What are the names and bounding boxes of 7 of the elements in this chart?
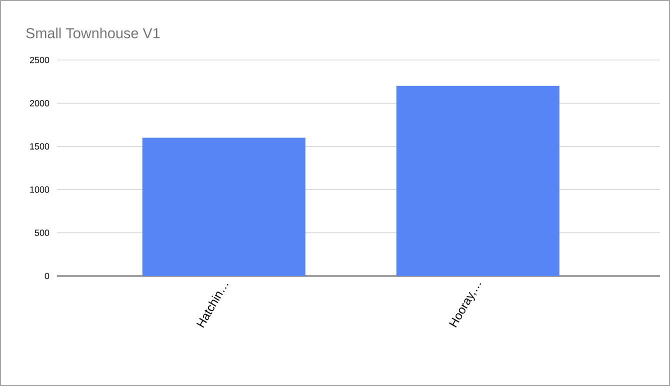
y-tick-label: 500 [34, 230, 50, 236]
chart-title: Small Townhouse V1 [26, 28, 160, 38]
y-tick-label: 1500 [30, 143, 50, 150]
y-tick-label: 0 [44, 272, 50, 280]
y-tick-label: 2500 [30, 56, 50, 64]
y-tick-label: 1000 [30, 186, 50, 193]
y-tick-label: 2000 [30, 100, 50, 106]
